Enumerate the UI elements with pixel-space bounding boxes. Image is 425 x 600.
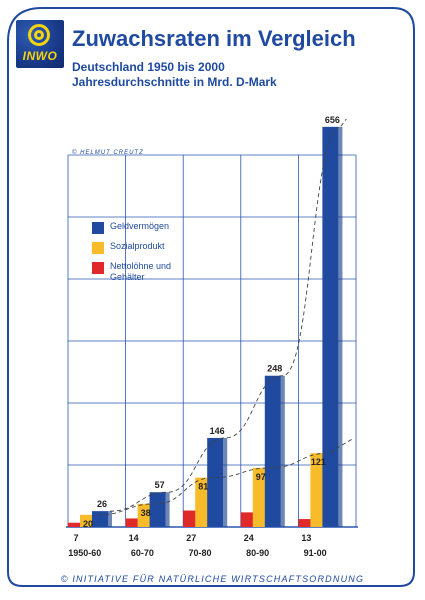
data-label-sozialprodukt: 121 xyxy=(311,457,326,467)
logo-swirl-inner-icon xyxy=(34,30,44,40)
x-tick-label: 70-80 xyxy=(188,548,211,558)
logo-swirl-icon xyxy=(28,24,50,46)
data-label-nettoloehne: 14 xyxy=(129,533,139,543)
legend-label-nettoloehne-line2: Gehälter xyxy=(110,272,145,282)
bar-nettoloehne xyxy=(68,522,84,527)
bar-geldvermoegen-side xyxy=(223,437,228,527)
data-label-nettoloehne: 7 xyxy=(73,533,78,543)
subtitle-region: Deutschland 1950 bis 2000 xyxy=(72,60,225,74)
bar-geldvermoegen xyxy=(92,511,108,527)
bar-nettoloehne xyxy=(298,519,315,527)
page-title: Zuwachsraten im Vergleich xyxy=(72,26,356,51)
x-tick-label: 80-90 xyxy=(246,548,269,558)
data-label-nettoloehne: 24 xyxy=(244,533,254,543)
data-label-geldvermoegen: 248 xyxy=(267,364,282,374)
bar-nettoloehne xyxy=(240,512,257,527)
bar-geldvermoegen xyxy=(149,492,166,527)
x-tick-label: 1950-60 xyxy=(68,548,101,558)
bar-geldvermoegen-side xyxy=(165,492,170,527)
bar-geldvermoegen-side xyxy=(280,375,285,527)
logo-text: INWO xyxy=(22,49,58,63)
data-label-nettoloehne: 27 xyxy=(186,533,196,543)
bar-nettoloehne xyxy=(125,518,142,527)
data-label-geldvermoegen: 57 xyxy=(155,480,165,490)
author-credit: © HELMUT CREUTZ xyxy=(72,150,144,156)
subtitle-units: Jahresdurchschnitte in Mrd. D-Mark xyxy=(72,75,277,89)
bar-geldvermoegen xyxy=(207,437,224,527)
legend-swatch-sozialprodukt xyxy=(92,242,104,254)
x-tick-label: 91-00 xyxy=(304,548,327,558)
x-tick-label: 60-70 xyxy=(131,548,154,558)
legend-label-sozialprodukt: Sozialprodukt xyxy=(110,241,165,251)
trend-line-geldvermoegen xyxy=(109,118,347,512)
legend-label-geldvermoegen: Geldvermögen xyxy=(110,221,170,231)
data-label-geldvermoegen: 146 xyxy=(210,426,225,436)
legend-swatch-nettoloehne xyxy=(92,262,104,274)
data-label-geldvermoegen: 26 xyxy=(97,499,107,509)
legend-swatch-geldvermoegen xyxy=(92,222,104,234)
bar-geldvermoegen-side xyxy=(338,126,343,527)
data-label-sozialprodukt: 81 xyxy=(198,482,208,492)
footer-publisher: © INITIATIVE FÜR NATÜRLICHE WIRTSCHAFTSO… xyxy=(60,574,365,584)
bar-geldvermoegen xyxy=(264,375,281,527)
data-label-sozialprodukt: 38 xyxy=(141,508,151,518)
bar-geldvermoegen-side xyxy=(108,511,112,527)
inwo-logo: INWO xyxy=(16,20,64,68)
trend-line-sozialprodukt xyxy=(97,438,353,516)
data-label-sozialprodukt: 97 xyxy=(256,472,266,482)
data-label-nettoloehne: 13 xyxy=(301,533,311,543)
data-label-sozialprodukt: 20 xyxy=(83,519,93,529)
frame-border xyxy=(7,7,415,587)
data-label-geldvermoegen: 656 xyxy=(325,115,340,125)
legend-label-nettoloehne: Nettolöhne und Gehälter xyxy=(110,261,171,283)
bar-geldvermoegen xyxy=(322,126,339,527)
legend-label-nettoloehne-line1: Nettolöhne und xyxy=(110,261,172,271)
